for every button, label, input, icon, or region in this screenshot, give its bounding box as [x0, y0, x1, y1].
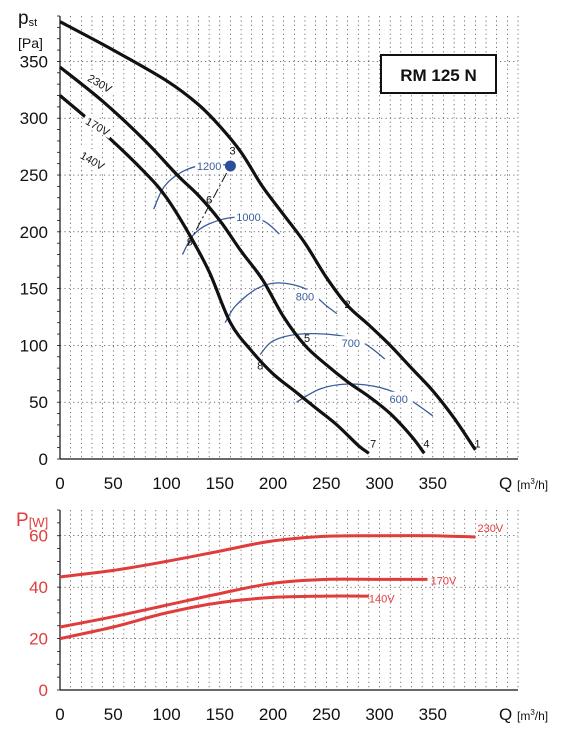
power-series-label-170V: 170V [431, 576, 457, 588]
power-series-label-230V: 230V [478, 523, 504, 535]
y-tick-label: 250 [20, 166, 48, 185]
y-tick-label: 350 [20, 52, 48, 71]
system-dash-line [187, 165, 231, 246]
rpm-label-bg [234, 210, 263, 223]
x-axis-label: Q [499, 474, 512, 493]
rpm-label-bg [290, 289, 319, 302]
power-y-tick-label: 20 [29, 630, 48, 649]
pressure-curve-140V [58, 94, 370, 455]
curve-label-bg [81, 112, 116, 139]
rpm-label-bg [195, 158, 224, 171]
x-tick-label: 50 [104, 474, 123, 493]
model-label-box [380, 54, 497, 94]
rpm-label-bg [336, 336, 365, 349]
point-label-6: 6 [206, 194, 212, 206]
pressure-chart: 0 50 100 150 200 250 300 350 0 50 100 150 200 250 300 3… [18, 8, 548, 493]
point-label-2: 2 [345, 299, 351, 311]
power-curve-230V [59, 534, 476, 579]
rpm-line-700 [259, 332, 386, 360]
y-tick-label: 50 [29, 393, 48, 412]
point-label-9: 9 [187, 236, 193, 248]
rpm-lines: 1200 1000 800 700 600 [153, 158, 434, 417]
x-tick-label: 150 [206, 474, 234, 493]
point-label-4: 4 [423, 439, 429, 451]
x-tick-label: 250 [312, 474, 340, 493]
curve-label-bg [76, 146, 110, 173]
power-x-tick-label: 50 [104, 705, 123, 724]
y-tick-label: 200 [20, 223, 48, 242]
rpm-label-bg [384, 391, 413, 404]
power-y-tick-label: 40 [29, 578, 48, 597]
pressure-annotations: 230V 170V 140V 1 2 3 4 5 6 7 8 9 [76, 69, 481, 451]
power-x-tick-label: 250 [312, 705, 340, 724]
y-tick-label: 0 [39, 450, 48, 469]
y-axis-unit: [Pa] [18, 35, 43, 51]
x-tick-label: 100 [152, 474, 180, 493]
rpm-line-800 [224, 282, 338, 324]
pressure-tick-labels: 0 50 100 150 200 250 300 350 0 50 100 150 200 250 300 3… [20, 52, 447, 493]
x-tick-label: 300 [365, 474, 393, 493]
power-x-axis-label: Q [499, 705, 512, 724]
power-curves [59, 534, 476, 641]
power-curve-140V [59, 594, 369, 641]
power-x-tick-label: 100 [152, 705, 180, 724]
y-axis-label: pst [18, 8, 37, 29]
y-tick-label: 150 [20, 280, 48, 299]
point-label-5: 5 [304, 333, 310, 345]
curve-label-group: 170V [81, 112, 116, 139]
point-label-8: 8 [257, 360, 263, 372]
point-label-1: 1 [474, 439, 480, 451]
rpm-label-1200: 1200 [197, 161, 221, 173]
pressure-curve-230V [59, 20, 477, 451]
x-tick-label: 200 [259, 474, 287, 493]
power-y-tick-label: 60 [29, 527, 48, 546]
power-y-tick-label: 0 [39, 681, 48, 700]
pressure-grid [57, 15, 519, 460]
power-x-tick-label: 350 [419, 705, 447, 724]
x-tick-label: 350 [419, 474, 447, 493]
curve-label-bg [83, 69, 118, 96]
curve-label-group: 140V [76, 146, 110, 173]
pressure-curves [58, 20, 477, 455]
power-axis-label: P[W] [16, 510, 48, 531]
x-tick-label: 0 [55, 474, 64, 493]
model-label: RM 125 N [400, 66, 477, 85]
power-series-label-140V: 140V [369, 594, 395, 606]
y-tick-label: 100 [20, 336, 48, 355]
power-x-tick-label: 200 [259, 705, 287, 724]
power-curve-170V [59, 577, 428, 629]
power-x-axis-unit: [m3/h] [517, 708, 548, 723]
point-label-3: 3 [229, 146, 235, 158]
rpm-label-700: 700 [342, 338, 360, 350]
power-series-labels: 230V 170V 140V [369, 523, 504, 606]
power-chart: 0 50 100 150 200 250 300 350 0 20 40 60 230V 170V 140… [16, 509, 548, 724]
power-x-tick-label: 150 [206, 705, 234, 724]
rpm-label-1000: 1000 [236, 212, 260, 224]
power-x-tick-label: 0 [55, 705, 64, 724]
point-label-7: 7 [370, 439, 376, 451]
pressure-curve-170V [58, 65, 426, 455]
y-tick-label: 300 [20, 109, 48, 128]
rpm-label-600: 600 [390, 394, 408, 406]
power-x-tick-label: 300 [365, 705, 393, 724]
power-tick-labels: 0 50 100 150 200 250 300 350 0 20 40 60 [29, 527, 447, 724]
curve-label-group: 230V [83, 69, 118, 96]
x-axis-unit: [m3/h] [517, 477, 548, 492]
operating-point-marker [224, 160, 236, 172]
power-grid [57, 509, 519, 691]
rpm-label-800: 800 [296, 292, 314, 304]
